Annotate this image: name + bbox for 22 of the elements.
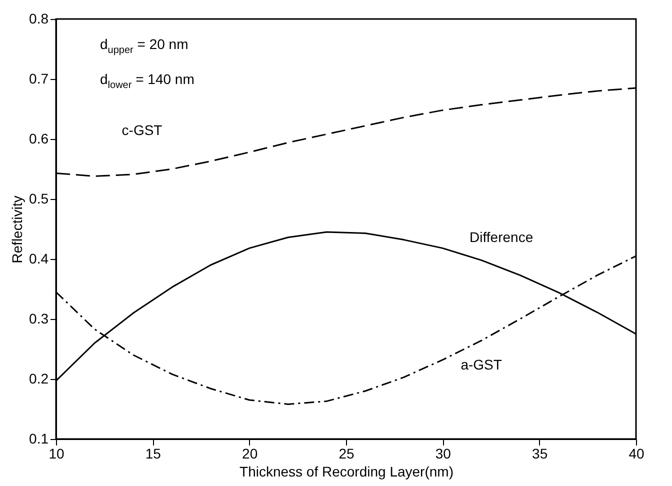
series-label: a-GST [460, 356, 502, 373]
y-tick-label: 0.2 [29, 370, 49, 386]
y-tick-label: 0.7 [29, 70, 49, 86]
x-tick-label: 25 [338, 446, 354, 462]
x-tick-label: 30 [435, 446, 452, 462]
annotation: d$_{upper}$ = 20 nm [100, 35, 190, 58]
y-tick-label: 0.1 [29, 430, 49, 446]
y-tick-label: 0.6 [29, 130, 49, 146]
text: c-GST [122, 122, 163, 138]
x-tick-label: 15 [145, 446, 162, 462]
y-tick-label: 0.8 [29, 10, 49, 26]
x-tick-label: 35 [532, 446, 548, 462]
x-tick-label: 40 [628, 446, 644, 462]
y-tick-label: 0.4 [29, 250, 49, 266]
x-tick-label: 20 [242, 446, 258, 462]
y-tick-label: 0.5 [29, 190, 49, 206]
y-tick-label: 0.3 [29, 310, 49, 326]
y-axis-title: Reflectivity [9, 196, 26, 264]
x-tick-label: 10 [48, 446, 64, 462]
annotation: d$_{lower}$ = 140 nm [100, 70, 194, 93]
series-label: Difference [470, 229, 534, 246]
x-axis-title: Thickness of Recording Layer(nm) [240, 464, 454, 480]
